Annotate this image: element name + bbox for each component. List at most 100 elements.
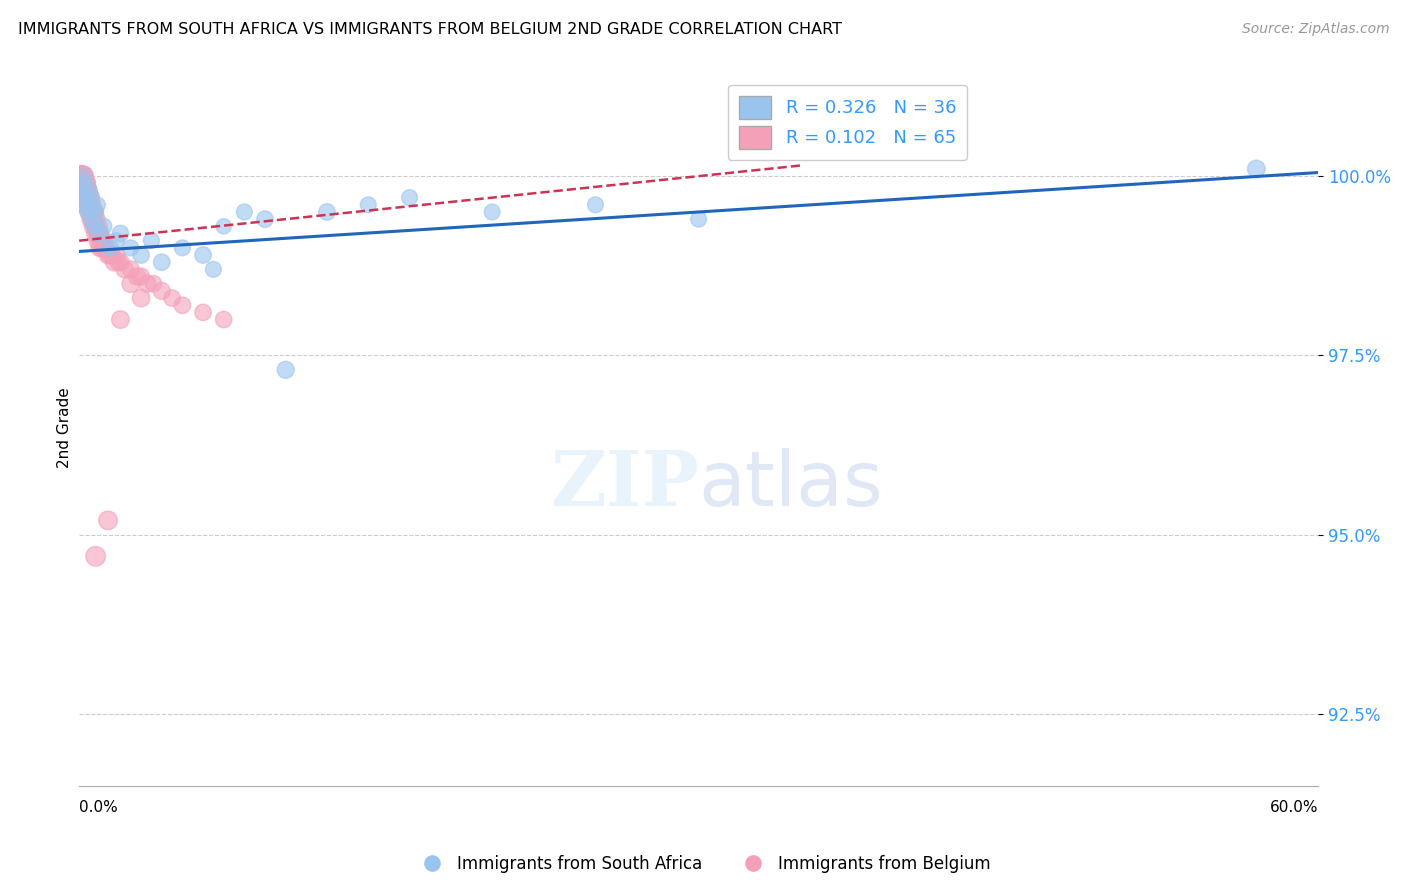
Point: [105, 234, 128, 248]
Point: [79, 198, 101, 212]
Point: [150, 255, 173, 269]
Y-axis label: 2nd Grade: 2nd Grade: [58, 387, 72, 467]
Point: [84, 227, 107, 241]
Point: [94, 241, 117, 255]
Point: [75, 184, 97, 198]
Point: [80, 191, 103, 205]
Point: [103, 255, 125, 269]
Point: [107, 255, 129, 269]
Point: [70, 169, 93, 183]
Point: [83, 219, 105, 234]
Point: [86, 198, 108, 212]
Point: [86, 219, 108, 234]
Point: [481, 205, 503, 219]
Point: [75, 191, 97, 205]
Point: [110, 255, 132, 269]
Point: [98, 241, 121, 255]
Point: [97, 248, 120, 262]
Point: [172, 241, 194, 255]
Point: [93, 234, 115, 248]
Point: [72, 169, 94, 183]
Point: [212, 312, 235, 326]
Point: [110, 227, 132, 241]
Point: [84, 549, 107, 564]
Point: [86, 227, 108, 241]
Point: [357, 198, 380, 212]
Point: [120, 262, 142, 277]
Point: [142, 277, 165, 291]
Point: [191, 248, 214, 262]
Point: [76, 198, 98, 212]
Point: [93, 219, 115, 234]
Point: [72, 184, 94, 198]
Point: [86, 234, 108, 248]
Point: [84, 219, 107, 234]
Point: [253, 212, 276, 227]
Point: [75, 176, 97, 190]
Point: [79, 205, 101, 219]
Point: [83, 212, 105, 227]
Point: [191, 305, 214, 319]
Point: [80, 212, 103, 227]
Point: [89, 227, 111, 241]
Point: [129, 291, 152, 305]
Point: [125, 269, 148, 284]
Point: [75, 176, 97, 190]
Legend: Immigrants from South Africa, Immigrants from Belgium: Immigrants from South Africa, Immigrants…: [409, 848, 997, 880]
Text: Source: ZipAtlas.com: Source: ZipAtlas.com: [1241, 22, 1389, 37]
Point: [688, 212, 710, 227]
Point: [105, 248, 128, 262]
Point: [120, 241, 142, 255]
Point: [79, 198, 101, 212]
Point: [98, 248, 121, 262]
Point: [83, 205, 105, 219]
Point: [101, 248, 124, 262]
Point: [75, 176, 97, 190]
Point: [141, 234, 163, 248]
Point: [72, 184, 94, 198]
Point: [70, 176, 93, 190]
Point: [80, 212, 103, 227]
Point: [75, 184, 97, 198]
Point: [83, 205, 105, 219]
Point: [129, 269, 152, 284]
Text: ZIP: ZIP: [550, 448, 699, 522]
Point: [274, 363, 297, 377]
Text: IMMIGRANTS FROM SOUTH AFRICA VS IMMIGRANTS FROM BELGIUM 2ND GRADE CORRELATION CH: IMMIGRANTS FROM SOUTH AFRICA VS IMMIGRAN…: [18, 22, 842, 37]
Text: 0.0%: 0.0%: [79, 800, 118, 815]
Point: [89, 227, 111, 241]
Point: [398, 191, 420, 205]
Point: [90, 241, 112, 255]
Point: [90, 234, 112, 248]
Text: 60.0%: 60.0%: [1270, 800, 1319, 815]
Point: [76, 205, 98, 219]
Point: [97, 513, 120, 527]
Point: [83, 219, 105, 234]
Point: [89, 234, 111, 248]
Point: [79, 184, 101, 198]
Point: [79, 191, 101, 205]
Point: [84, 205, 107, 219]
Point: [76, 191, 98, 205]
Point: [70, 169, 93, 183]
Point: [136, 277, 159, 291]
Point: [233, 205, 256, 219]
Point: [120, 277, 142, 291]
Point: [72, 169, 94, 183]
Point: [84, 212, 107, 227]
Text: atlas: atlas: [699, 448, 883, 522]
Point: [114, 262, 136, 277]
Point: [110, 312, 132, 326]
Point: [160, 291, 183, 305]
Point: [212, 219, 235, 234]
Point: [72, 176, 94, 190]
Point: [1246, 161, 1268, 176]
Point: [89, 241, 111, 255]
Point: [202, 262, 225, 277]
Point: [93, 241, 115, 255]
Point: [172, 298, 194, 312]
Point: [72, 176, 94, 190]
Point: [150, 284, 173, 298]
Point: [75, 191, 97, 205]
Point: [70, 198, 93, 212]
